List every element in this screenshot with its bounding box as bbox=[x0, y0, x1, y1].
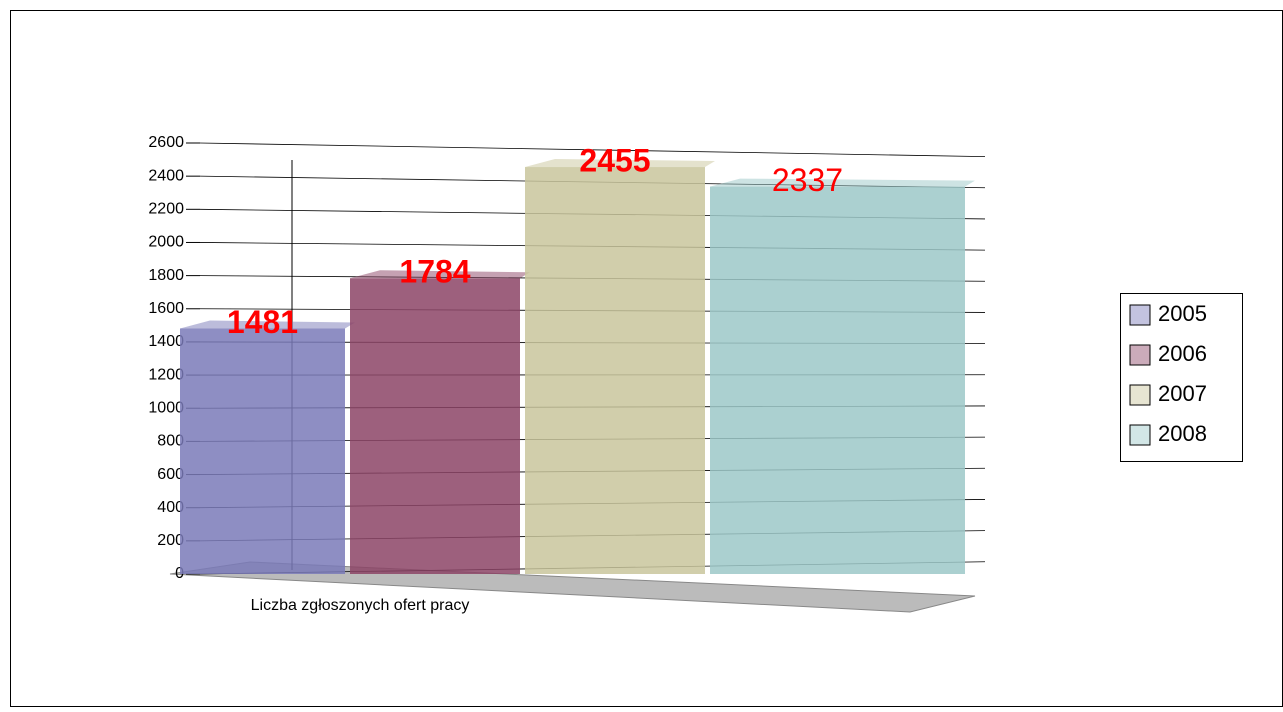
legend-label: 2006 bbox=[1158, 341, 1207, 366]
y-tick-label: 1000 bbox=[148, 399, 184, 416]
data-label: 2455 bbox=[579, 142, 650, 178]
data-label: 1784 bbox=[399, 254, 470, 290]
y-tick-label: 2400 bbox=[148, 167, 184, 184]
y-tick-label: 1200 bbox=[148, 366, 184, 383]
bar bbox=[350, 278, 520, 574]
y-tick-label: 1600 bbox=[148, 300, 184, 317]
bar bbox=[180, 328, 345, 574]
legend-swatch bbox=[1130, 385, 1150, 405]
x-category-label: Liczba zgłoszonych ofert pracy bbox=[251, 597, 470, 614]
data-label: 2337 bbox=[772, 162, 843, 198]
y-tick-label: 1400 bbox=[148, 333, 184, 350]
legend-label: 2005 bbox=[1158, 301, 1207, 326]
legend-label: 2008 bbox=[1158, 421, 1207, 446]
legend-swatch bbox=[1130, 425, 1150, 445]
bar bbox=[710, 187, 965, 574]
y-tick-label: 2600 bbox=[148, 134, 184, 151]
legend-swatch bbox=[1130, 345, 1150, 365]
y-tick-label: 2200 bbox=[148, 201, 184, 218]
legend-swatch bbox=[1130, 305, 1150, 325]
data-label: 1481 bbox=[227, 304, 298, 340]
legend-label: 2007 bbox=[1158, 381, 1207, 406]
y-tick-label: 2000 bbox=[148, 234, 184, 251]
bar bbox=[525, 167, 705, 574]
y-tick-label: 1800 bbox=[148, 267, 184, 284]
